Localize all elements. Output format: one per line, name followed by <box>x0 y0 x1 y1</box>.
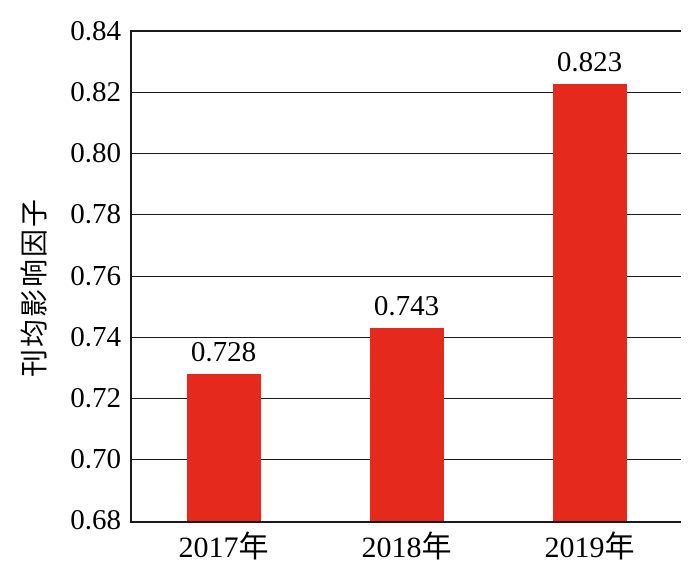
bar-value-label: 0.728 <box>190 336 257 369</box>
y-tick-label: 0.70 <box>70 442 121 475</box>
y-tick-label: 0.80 <box>70 137 121 170</box>
y-tick-label: 0.72 <box>70 381 121 414</box>
y-tick-label: 0.74 <box>70 320 121 353</box>
bar <box>552 83 627 521</box>
bar-value-label: 0.823 <box>556 45 623 78</box>
bar-value-label: 0.743 <box>373 290 440 323</box>
y-tick-label: 0.82 <box>70 76 121 109</box>
x-tick-label: 2018年 <box>361 531 452 564</box>
gridline <box>132 214 681 216</box>
y-tick-label: 0.78 <box>70 198 121 231</box>
y-tick-label: 0.68 <box>70 504 121 536</box>
x-tick-label: 2019年 <box>544 531 635 564</box>
x-tick-label: 2017年 <box>178 531 269 564</box>
bar <box>369 328 444 521</box>
gridline <box>132 153 681 155</box>
gridline <box>132 92 681 94</box>
y-tick-label: 0.84 <box>70 15 121 47</box>
gridline <box>132 275 681 277</box>
y-tick-label: 0.76 <box>70 259 121 292</box>
plot-area <box>130 30 681 523</box>
bar <box>186 374 261 521</box>
